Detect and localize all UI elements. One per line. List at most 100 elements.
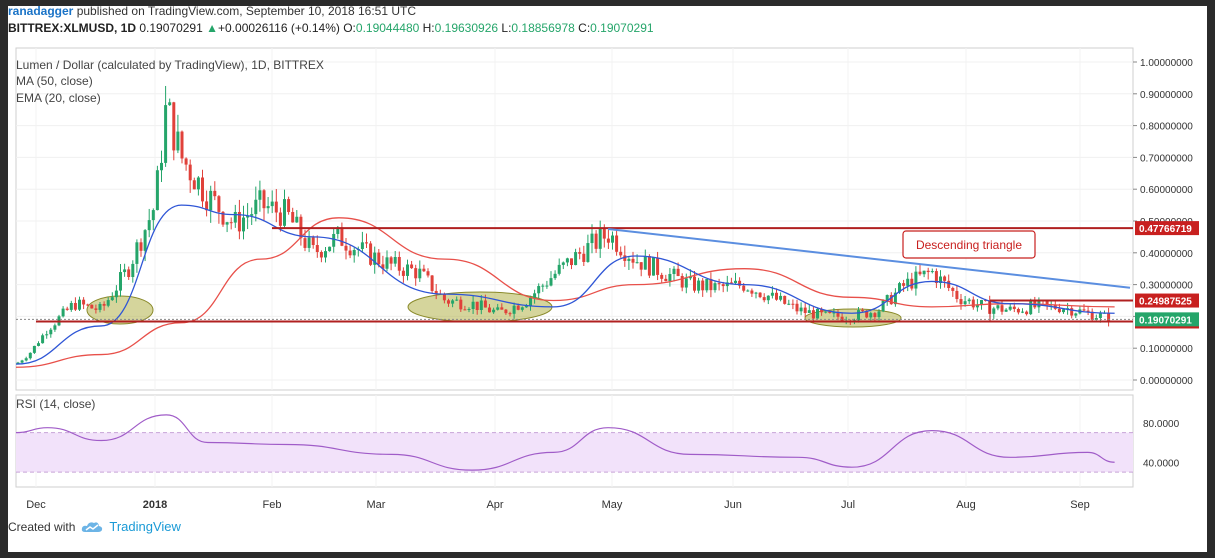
y-tick-label: 0.80000000 — [1140, 122, 1193, 133]
candle-body — [955, 290, 959, 300]
candle-body — [787, 303, 791, 305]
candle-body — [762, 297, 766, 301]
open-value: 0.19044480 — [355, 21, 420, 35]
candle-body — [365, 242, 368, 244]
candle-body — [213, 190, 217, 197]
high-value: 0.19630926 — [434, 21, 499, 35]
candle-body — [926, 270, 930, 273]
candle-body — [192, 180, 196, 190]
author-name[interactable]: ranadagger — [8, 4, 74, 18]
candle-body — [623, 255, 627, 261]
last-price-tag-box — [1135, 312, 1199, 327]
candle-body — [520, 307, 524, 310]
candle-body — [533, 293, 537, 298]
candle-body — [86, 304, 90, 306]
candle-body — [258, 190, 262, 200]
candle-body — [721, 284, 725, 287]
last-price-tag-text: 0.19070291 — [1139, 315, 1192, 326]
candle-body — [758, 292, 762, 298]
candle-body — [742, 285, 746, 291]
candle-body — [775, 292, 778, 300]
high-label: H: — [422, 21, 435, 35]
candle-body — [160, 162, 163, 171]
rsi-legend: RSI (14, close) — [16, 397, 96, 411]
change-value: +0.00026116 (+0.14%) — [218, 21, 340, 35]
candle-body — [545, 285, 549, 287]
candle-body — [447, 300, 450, 304]
candle-body — [114, 290, 118, 298]
candle-body — [225, 222, 229, 225]
accumulation-ellipse — [804, 308, 902, 328]
candle-body — [217, 196, 221, 212]
candle-body — [951, 287, 955, 291]
candle-body — [619, 251, 623, 256]
x-tick-label: Apr — [486, 499, 503, 511]
candle-body — [233, 211, 237, 223]
footer: Created with TradingView — [8, 519, 181, 534]
candle-body — [1090, 311, 1094, 320]
candle-body — [889, 295, 893, 305]
candle-body — [455, 299, 459, 301]
y-tick-label: 1.00000000 — [1140, 58, 1193, 69]
candle-body — [352, 250, 356, 256]
candle-body — [1029, 301, 1033, 315]
candle-body — [906, 278, 910, 286]
candle-body — [840, 316, 844, 322]
candle-body — [201, 177, 204, 202]
candle-body — [307, 237, 311, 248]
candle-body — [164, 105, 168, 163]
candle-body — [893, 292, 897, 305]
candle-body — [176, 131, 180, 151]
candle-body — [324, 251, 327, 258]
candle-body — [537, 286, 541, 294]
candle-body — [475, 301, 479, 310]
y-tick-label: 0.70000000 — [1140, 153, 1193, 164]
candle-body — [184, 158, 188, 165]
candle-body — [311, 237, 315, 246]
candle-body — [37, 343, 40, 346]
tradingview-brand[interactable]: TradingView — [109, 519, 181, 534]
candle-body — [836, 312, 840, 317]
candle-body — [69, 302, 73, 310]
candle-body — [442, 293, 446, 301]
candle-body — [529, 297, 532, 306]
candle-body — [943, 276, 947, 281]
x-tick-label: Jun — [724, 499, 742, 511]
candle-body — [828, 311, 832, 313]
x-tick-label: May — [602, 499, 623, 511]
candle-body — [672, 268, 676, 275]
candle-body — [639, 262, 643, 270]
x-tick-label: Dec — [26, 499, 46, 511]
candle-body — [303, 238, 307, 248]
candle-body — [959, 299, 963, 305]
main-legend: Lumen / Dollar (calculated by TradingVie… — [16, 58, 324, 72]
candle-body — [549, 278, 553, 286]
candle-body — [709, 278, 713, 291]
candle-body — [553, 273, 557, 279]
candle-body — [360, 242, 364, 249]
candle-body — [1021, 311, 1024, 313]
candle-body — [1062, 309, 1065, 313]
candle-body — [471, 301, 475, 310]
level-price-tag: 0.47766719 — [1135, 221, 1199, 236]
candle-body — [717, 283, 721, 285]
candle-body — [754, 292, 758, 294]
candle-body — [344, 245, 348, 251]
candle-body — [963, 301, 967, 305]
candle-body — [861, 310, 865, 312]
candle-body — [229, 222, 233, 224]
candle-body — [385, 257, 389, 269]
candle-body — [734, 280, 737, 283]
candle-body — [615, 235, 619, 252]
candle-body — [328, 246, 332, 252]
candle-body — [123, 269, 127, 273]
candle-body — [918, 271, 922, 275]
candle-body — [980, 300, 983, 305]
candle-body — [381, 264, 385, 269]
candle-body — [291, 212, 295, 223]
candle-body — [151, 210, 155, 221]
candle-body — [574, 252, 578, 266]
candle-body — [406, 264, 409, 276]
candle-body — [590, 233, 594, 244]
